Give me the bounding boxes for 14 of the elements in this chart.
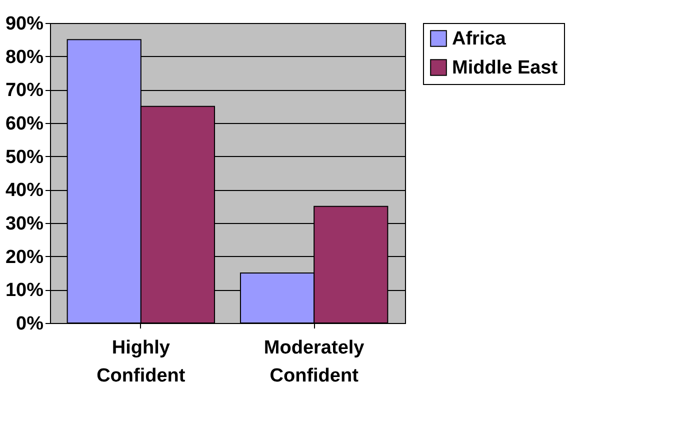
- y-tick-label: 90%: [5, 14, 44, 34]
- y-tick-label: 20%: [5, 246, 44, 268]
- y-tick-label: 70%: [5, 80, 44, 102]
- x-tick-label: Moderately Confident: [264, 338, 365, 386]
- y-tick-label: 0%: [16, 314, 44, 334]
- y-tick-label: 10%: [5, 280, 44, 302]
- y-tick-label: 60%: [5, 114, 44, 134]
- y-tick-label: 50%: [5, 146, 44, 168]
- x-tick-label: Highly Confident: [96, 338, 186, 386]
- y-tick-label: 40%: [5, 180, 44, 202]
- legend-label: Africa: [452, 28, 506, 50]
- y-tick-label: 80%: [5, 46, 44, 68]
- legend-label: Middle East: [452, 58, 558, 78]
- y-tick-label: 30%: [5, 214, 44, 234]
